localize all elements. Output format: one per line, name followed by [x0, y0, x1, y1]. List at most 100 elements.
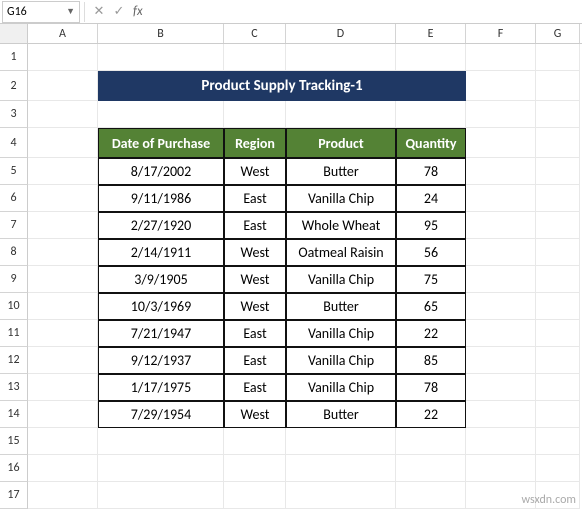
- table-cell[interactable]: West: [224, 158, 286, 185]
- name-box[interactable]: ▼: [2, 1, 80, 23]
- row-header-10[interactable]: 10: [0, 293, 28, 320]
- cell[interactable]: [536, 44, 580, 71]
- row-header-15[interactable]: 15: [0, 428, 28, 455]
- row-header-17[interactable]: 17: [0, 482, 28, 509]
- table-cell[interactable]: 75: [396, 266, 466, 293]
- table-cell[interactable]: Butter: [286, 293, 396, 320]
- cell[interactable]: [28, 239, 98, 266]
- cell[interactable]: [98, 455, 224, 482]
- row-header-9[interactable]: 9: [0, 266, 28, 293]
- cell[interactable]: [28, 320, 98, 347]
- cell[interactable]: [536, 401, 580, 428]
- fx-icon[interactable]: fx: [133, 4, 143, 19]
- table-cell[interactable]: 9/11/1986: [98, 185, 224, 212]
- table-cell[interactable]: 85: [396, 347, 466, 374]
- cell[interactable]: [536, 266, 580, 293]
- table-cell[interactable]: 9/12/1937: [98, 347, 224, 374]
- cell[interactable]: [28, 44, 98, 71]
- table-cell[interactable]: West: [224, 401, 286, 428]
- cell[interactable]: [466, 374, 536, 401]
- table-cell[interactable]: Oatmeal Raisin: [286, 239, 396, 266]
- cell[interactable]: [224, 44, 286, 71]
- cell[interactable]: [536, 428, 580, 455]
- select-all-corner[interactable]: [0, 24, 28, 43]
- cell[interactable]: [396, 455, 466, 482]
- cell[interactable]: [396, 101, 466, 128]
- table-cell[interactable]: West: [224, 266, 286, 293]
- cell[interactable]: [28, 158, 98, 185]
- table-header[interactable]: Product: [286, 128, 396, 158]
- table-header[interactable]: Region: [224, 128, 286, 158]
- table-cell[interactable]: Vanilla Chip: [286, 320, 396, 347]
- table-cell[interactable]: 8/17/2002: [98, 158, 224, 185]
- table-cell[interactable]: 22: [396, 401, 466, 428]
- table-cell[interactable]: 7/29/1954: [98, 401, 224, 428]
- cell[interactable]: [466, 185, 536, 212]
- cell[interactable]: [466, 347, 536, 374]
- title-cell[interactable]: Product Supply Tracking-1: [98, 71, 466, 101]
- table-cell[interactable]: East: [224, 347, 286, 374]
- cell[interactable]: [396, 428, 466, 455]
- cell[interactable]: [224, 482, 286, 509]
- table-cell[interactable]: 10/3/1969: [98, 293, 224, 320]
- row-header-16[interactable]: 16: [0, 455, 28, 482]
- row-header-5[interactable]: 5: [0, 158, 28, 185]
- cell[interactable]: [536, 239, 580, 266]
- cell[interactable]: [466, 293, 536, 320]
- cell[interactable]: [98, 428, 224, 455]
- cell[interactable]: [466, 239, 536, 266]
- cell[interactable]: [28, 428, 98, 455]
- cell[interactable]: [466, 401, 536, 428]
- cell[interactable]: [224, 455, 286, 482]
- row-header-14[interactable]: 14: [0, 401, 28, 428]
- row-header-3[interactable]: 3: [0, 101, 28, 128]
- cell[interactable]: [224, 101, 286, 128]
- column-header-E[interactable]: E: [396, 24, 466, 43]
- table-cell[interactable]: 24: [396, 185, 466, 212]
- table-cell[interactable]: Vanilla Chip: [286, 347, 396, 374]
- table-cell[interactable]: 7/21/1947: [98, 320, 224, 347]
- cell[interactable]: [28, 293, 98, 320]
- table-cell[interactable]: East: [224, 320, 286, 347]
- cell[interactable]: [286, 455, 396, 482]
- table-cell[interactable]: 2/14/1911: [98, 239, 224, 266]
- row-header-7[interactable]: 7: [0, 212, 28, 239]
- table-cell[interactable]: Vanilla Chip: [286, 374, 396, 401]
- cell[interactable]: [536, 185, 580, 212]
- table-cell[interactable]: 2/27/1920: [98, 212, 224, 239]
- cell[interactable]: [466, 158, 536, 185]
- cell[interactable]: [536, 455, 580, 482]
- cell[interactable]: [536, 71, 580, 101]
- row-header-11[interactable]: 11: [0, 320, 28, 347]
- table-cell[interactable]: 95: [396, 212, 466, 239]
- cell[interactable]: [28, 71, 98, 101]
- table-header[interactable]: Date of Purchase: [98, 128, 224, 158]
- cell[interactable]: [536, 320, 580, 347]
- row-header-6[interactable]: 6: [0, 185, 28, 212]
- name-box-input[interactable]: [7, 5, 57, 19]
- cell[interactable]: [466, 266, 536, 293]
- column-header-A[interactable]: A: [28, 24, 98, 43]
- cell[interactable]: [98, 101, 224, 128]
- cell[interactable]: [28, 455, 98, 482]
- cell[interactable]: [28, 101, 98, 128]
- table-cell[interactable]: Vanilla Chip: [286, 185, 396, 212]
- cell[interactable]: [28, 128, 98, 158]
- table-cell[interactable]: Vanilla Chip: [286, 266, 396, 293]
- table-cell[interactable]: Butter: [286, 401, 396, 428]
- column-header-C[interactable]: C: [224, 24, 286, 43]
- table-cell[interactable]: East: [224, 185, 286, 212]
- cell[interactable]: [466, 212, 536, 239]
- row-header-13[interactable]: 13: [0, 374, 28, 401]
- cell[interactable]: [28, 266, 98, 293]
- table-cell[interactable]: 78: [396, 158, 466, 185]
- table-cell[interactable]: 56: [396, 239, 466, 266]
- table-cell[interactable]: 3/9/1905: [98, 266, 224, 293]
- name-box-dropdown-icon[interactable]: ▼: [66, 6, 75, 17]
- table-cell[interactable]: Whole Wheat: [286, 212, 396, 239]
- row-header-12[interactable]: 12: [0, 347, 28, 374]
- formula-input[interactable]: [147, 0, 582, 23]
- cell[interactable]: [28, 185, 98, 212]
- cell[interactable]: [396, 44, 466, 71]
- table-cell[interactable]: Butter: [286, 158, 396, 185]
